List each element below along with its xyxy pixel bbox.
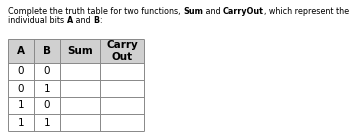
- Text: Carry
Out: Carry Out: [106, 40, 138, 62]
- Text: Complete the truth table for two functions,: Complete the truth table for two functio…: [8, 7, 183, 16]
- Text: 0: 0: [44, 100, 50, 111]
- Text: 1: 1: [44, 84, 50, 94]
- Text: :: :: [99, 16, 102, 25]
- Text: and: and: [203, 7, 223, 16]
- Text: B: B: [43, 46, 51, 56]
- Text: Sum: Sum: [183, 7, 203, 16]
- Text: 1: 1: [44, 117, 50, 127]
- Text: and: and: [73, 16, 93, 25]
- Text: , which represent the result when adding two: , which represent the result when adding…: [264, 7, 350, 16]
- Text: 1: 1: [18, 117, 24, 127]
- Text: 0: 0: [18, 84, 24, 94]
- Text: 0: 0: [18, 66, 24, 76]
- Bar: [8, 39, 144, 63]
- Text: 0: 0: [44, 66, 50, 76]
- Text: A: A: [66, 16, 73, 25]
- Text: 1: 1: [18, 100, 24, 111]
- Text: B: B: [93, 16, 99, 25]
- Text: individual bits: individual bits: [8, 16, 66, 25]
- Text: A: A: [17, 46, 25, 56]
- Text: CarryOut: CarryOut: [223, 7, 264, 16]
- Text: Sum: Sum: [67, 46, 93, 56]
